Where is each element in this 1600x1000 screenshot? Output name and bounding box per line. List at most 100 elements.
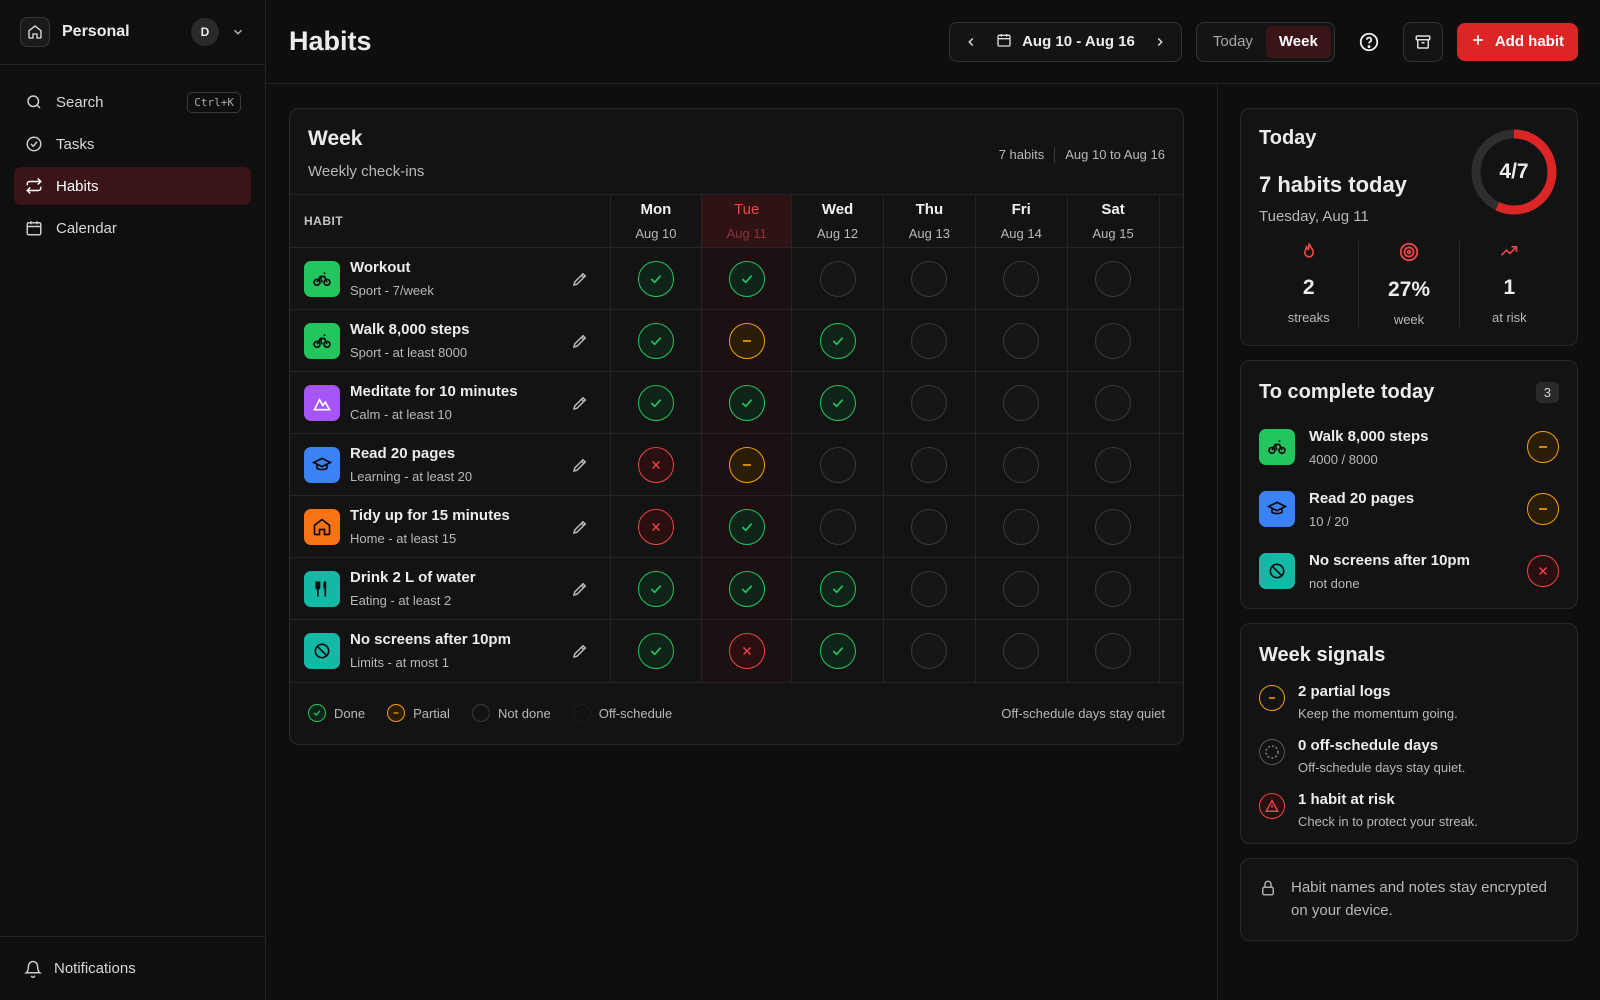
habit-name[interactable]: Workout xyxy=(350,259,411,276)
pencil-icon[interactable] xyxy=(560,456,600,474)
pencil-icon[interactable] xyxy=(560,580,600,598)
check-cell xyxy=(791,619,884,682)
checkin-done[interactable] xyxy=(819,570,856,607)
help-icon[interactable] xyxy=(1349,22,1389,62)
checkin-empty[interactable] xyxy=(911,384,948,421)
todo-item: Walk 8,000 steps 4000 / 8000 xyxy=(1259,416,1559,478)
checkin-empty[interactable] xyxy=(1095,384,1132,421)
pencil-icon[interactable] xyxy=(560,332,600,350)
checkin-done[interactable] xyxy=(819,322,856,359)
week-title: Week xyxy=(308,127,363,150)
day-header-thu: Thu Aug 13 xyxy=(882,194,976,248)
add-habit-button[interactable]: Add habit xyxy=(1456,22,1578,61)
check-cell xyxy=(701,247,792,310)
checkin-done[interactable] xyxy=(637,322,674,359)
view-week-button[interactable]: Week xyxy=(1265,25,1331,58)
checkin-empty[interactable] xyxy=(1095,446,1132,483)
checkin-miss[interactable] xyxy=(637,508,674,545)
day-date: Aug 12 xyxy=(816,226,859,241)
checkin-done[interactable] xyxy=(728,508,765,545)
habit-name[interactable]: Tidy up for 15 minutes xyxy=(350,507,510,524)
pencil-icon[interactable] xyxy=(560,394,600,412)
check-cell xyxy=(882,433,976,496)
todo-name[interactable]: Read 20 pages xyxy=(1309,489,1415,507)
checkin-empty[interactable] xyxy=(1095,260,1132,297)
habit-name[interactable]: Drink 2 L of water xyxy=(350,569,476,586)
habit-name[interactable]: Read 20 pages xyxy=(350,445,456,462)
checkin-miss[interactable] xyxy=(728,632,765,669)
checkin-empty[interactable] xyxy=(1095,508,1132,545)
checkin-partial[interactable] xyxy=(728,446,765,483)
stat-week: 27% week xyxy=(1358,241,1458,327)
checkin-empty[interactable] xyxy=(1095,570,1132,607)
checkin-empty[interactable] xyxy=(911,508,948,545)
checkin-done[interactable] xyxy=(637,570,674,607)
stat-label: week xyxy=(1393,312,1425,327)
sidebar-item-notifications[interactable]: Notifications xyxy=(0,936,265,1000)
todo-name[interactable]: No screens after 10pm xyxy=(1309,551,1470,569)
signal-item: 0 off-schedule days Off-schedule days sta… xyxy=(1259,737,1559,775)
checkin-done[interactable] xyxy=(728,384,765,421)
checkin-empty[interactable] xyxy=(911,632,948,669)
checkin-empty[interactable] xyxy=(911,260,948,297)
avatar[interactable]: D xyxy=(191,18,219,46)
archive-icon[interactable] xyxy=(1402,21,1443,62)
complete-today-count: 3 xyxy=(1535,382,1559,403)
chevron-right-icon[interactable] xyxy=(1145,27,1175,57)
check-cell xyxy=(791,433,884,496)
checkin-done[interactable] xyxy=(637,632,674,669)
checkin-done[interactable] xyxy=(728,570,765,607)
checkin-empty[interactable] xyxy=(1003,446,1040,483)
todo-status-button[interactable] xyxy=(1527,493,1559,525)
view-today-button[interactable]: Today xyxy=(1212,33,1253,50)
checkin-empty[interactable] xyxy=(911,322,948,359)
checkin-empty[interactable] xyxy=(1003,570,1040,607)
checkin-empty[interactable] xyxy=(1095,322,1132,359)
todo-status-button[interactable] xyxy=(1527,555,1559,587)
checkin-empty[interactable] xyxy=(819,508,856,545)
checkin-partial[interactable] xyxy=(728,322,765,359)
checkin-empty[interactable] xyxy=(911,446,948,483)
sidebar-item-search[interactable]: Search Ctrl+K xyxy=(14,83,251,121)
signal-sub: Keep the momentum going. xyxy=(1298,706,1458,721)
todo-name[interactable]: Walk 8,000 steps xyxy=(1309,427,1429,445)
workspace-name: Personal xyxy=(62,23,130,40)
check-cell xyxy=(882,371,976,434)
checkin-done[interactable] xyxy=(637,384,674,421)
dashed-circle-icon xyxy=(1259,739,1285,765)
checkin-empty[interactable] xyxy=(1003,322,1040,359)
checkin-done[interactable] xyxy=(637,260,674,297)
sidebar-item-habits[interactable]: Habits xyxy=(14,167,251,205)
day-name: Mon xyxy=(640,201,672,218)
habit-sub: Sport - at least 8000 xyxy=(350,345,468,360)
sidebar-item-label: Tasks xyxy=(56,135,95,153)
workspace-switcher[interactable]: Personal D xyxy=(0,0,265,65)
date-range-button[interactable]: Aug 10 - Aug 16 xyxy=(986,32,1145,52)
pencil-icon[interactable] xyxy=(560,270,600,288)
check-cell xyxy=(701,619,792,682)
checkin-empty[interactable] xyxy=(1003,384,1040,421)
checkin-miss[interactable] xyxy=(637,446,674,483)
chevron-down-icon[interactable] xyxy=(231,25,245,39)
checkin-empty[interactable] xyxy=(1095,632,1132,669)
checkin-empty[interactable] xyxy=(819,446,856,483)
checkin-done[interactable] xyxy=(728,260,765,297)
checkin-empty[interactable] xyxy=(1003,632,1040,669)
check-cell xyxy=(791,371,884,434)
checkin-empty[interactable] xyxy=(1003,260,1040,297)
checkin-done[interactable] xyxy=(819,384,856,421)
habit-name[interactable]: Meditate for 10 minutes xyxy=(350,383,518,400)
sidebar-item-calendar[interactable]: Calendar xyxy=(14,209,251,247)
sidebar-item-tasks[interactable]: Tasks xyxy=(14,125,251,163)
pencil-icon[interactable] xyxy=(560,518,600,536)
chevron-left-icon[interactable] xyxy=(956,27,986,57)
checkin-empty[interactable] xyxy=(911,570,948,607)
checkin-empty[interactable] xyxy=(1003,508,1040,545)
checkin-done[interactable] xyxy=(819,632,856,669)
checkin-empty[interactable] xyxy=(819,260,856,297)
habit-sub: Home - at least 15 xyxy=(350,531,457,546)
todo-status-button[interactable] xyxy=(1527,431,1559,463)
habit-name[interactable]: Walk 8,000 steps xyxy=(350,321,470,338)
pencil-icon[interactable] xyxy=(560,642,600,660)
habit-name[interactable]: No screens after 10pm xyxy=(350,631,511,649)
